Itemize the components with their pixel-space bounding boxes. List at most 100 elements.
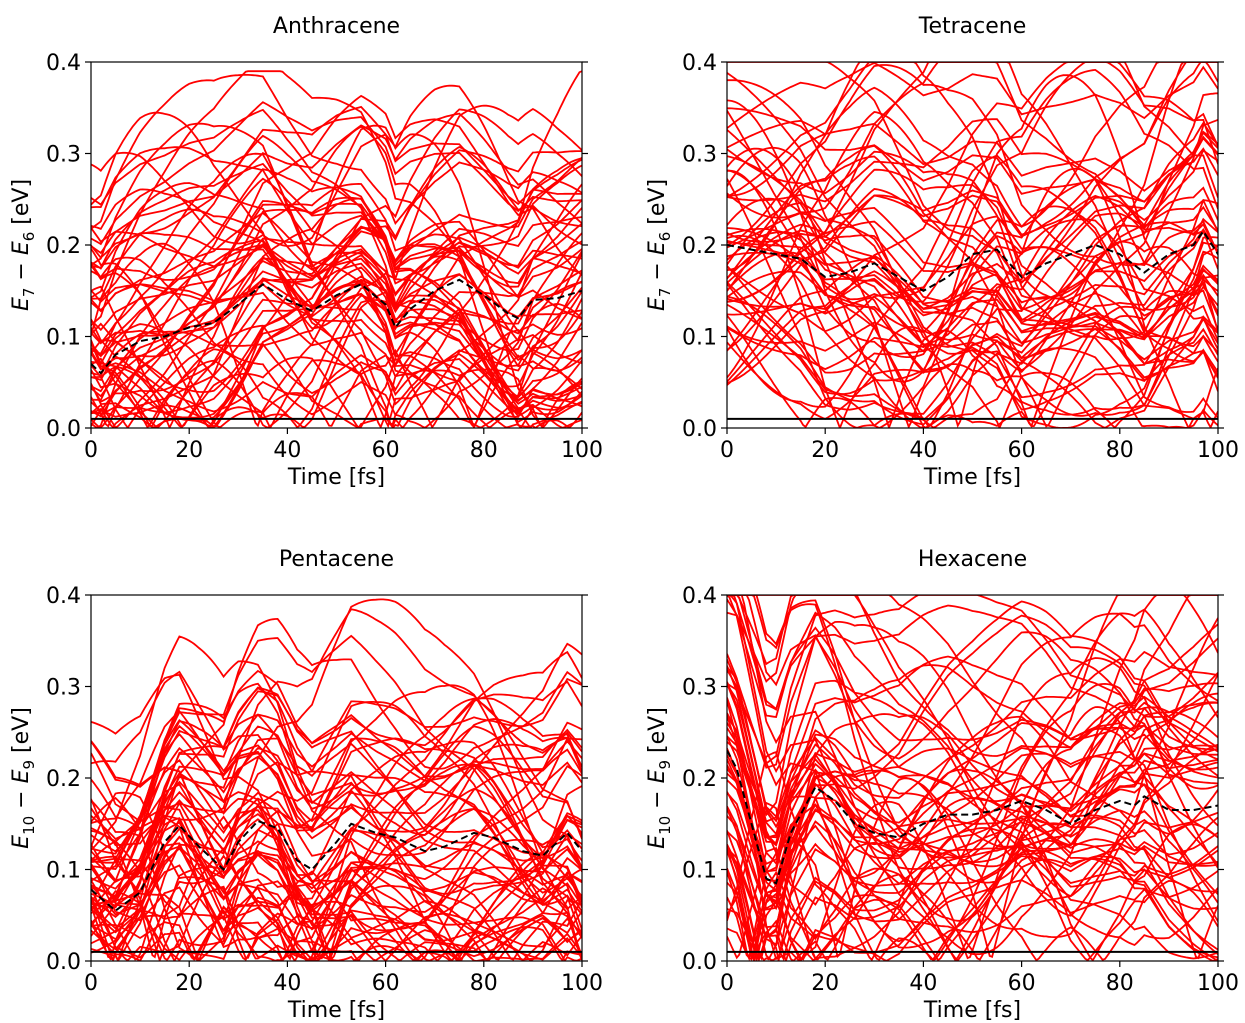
trajectory-line	[727, 750, 1218, 961]
trajectory-line	[727, 713, 1218, 961]
trajectory-line	[91, 598, 582, 961]
trajectory-line	[727, 130, 1218, 322]
x-tick-label: 40	[909, 971, 937, 996]
trajectory-line	[91, 763, 582, 961]
trajectory-line	[91, 188, 582, 367]
y-tick-label: 0.0	[46, 950, 81, 975]
trajectory-line	[727, 107, 1218, 203]
trajectory-line	[727, 595, 1218, 790]
trajectory-line	[727, 62, 1218, 303]
trajectory-line	[727, 830, 1218, 961]
trajectory-line	[91, 791, 582, 959]
trajectory-line	[727, 600, 1218, 847]
trajectory-line	[727, 178, 1218, 428]
trajectory-line	[91, 847, 582, 961]
y-tick-label: 0.2	[46, 234, 81, 259]
chart-title: Hexacene	[918, 547, 1027, 572]
x-tick-label: 40	[273, 971, 301, 996]
trajectory-line	[727, 64, 1218, 267]
trajectory-line	[727, 637, 1218, 850]
trajectory-line	[91, 183, 582, 428]
trajectory-line	[91, 798, 582, 961]
trajectory-line	[727, 167, 1218, 428]
y-tick-label: 0.3	[682, 143, 717, 168]
trajectory-line	[727, 218, 1218, 396]
trajectory-line	[727, 733, 1218, 888]
trajectory-line	[727, 650, 1218, 819]
x-tick-label: 0	[84, 971, 98, 996]
trajectory-line	[91, 157, 582, 269]
trajectory-line	[91, 200, 582, 428]
y-tick-label: 0.2	[46, 767, 81, 792]
trajectory-line	[91, 157, 582, 377]
trajectory-line	[727, 768, 1218, 961]
chart-title: Anthracene	[273, 14, 400, 39]
y-tick-label: 0.3	[46, 676, 81, 701]
x-tick-label: 80	[470, 438, 498, 463]
trajectory-line	[91, 70, 582, 406]
y-tick-label: 0.4	[46, 584, 81, 609]
trajectory-line	[91, 216, 582, 318]
x-tick-label: 80	[470, 971, 498, 996]
trajectory-line	[91, 801, 582, 931]
trajectory-line	[727, 595, 1218, 922]
trajectory-line	[727, 236, 1218, 428]
trajectory-line	[91, 677, 582, 902]
trajectory-line	[91, 253, 582, 428]
chart-title: Tetracene	[918, 14, 1027, 39]
trajectory-line	[727, 595, 1218, 859]
x-tick-label: 40	[273, 438, 301, 463]
trajectory-line	[727, 655, 1218, 839]
x-tick-label: 60	[372, 971, 400, 996]
trajectory-line	[727, 119, 1218, 192]
x-tick-label: 80	[1106, 971, 1134, 996]
trajectory-line	[91, 352, 582, 415]
trajectory-line	[91, 211, 582, 428]
trajectory-line	[91, 108, 582, 397]
x-tick-label: 80	[1106, 438, 1134, 463]
trajectory-line	[727, 669, 1218, 961]
plot-area	[91, 598, 582, 961]
trajectory-line	[91, 790, 582, 907]
chart-panel-4: 0 20 40 60 80 100 0.0 0.1 0.2 0.3 0.4 Hexacene Time …	[645, 547, 1239, 1023]
trajectory-line	[91, 829, 582, 961]
x-tick-label: 20	[811, 438, 839, 463]
x-tick-label: 100	[561, 971, 603, 996]
y-tick-label: 0.1	[682, 859, 717, 884]
trajectory-line	[727, 706, 1218, 956]
trajectory-line	[727, 664, 1218, 874]
trajectory-line	[91, 713, 582, 945]
chart-title: Pentacene	[279, 547, 394, 572]
trajectory-line	[91, 269, 582, 379]
trajectory-line	[727, 816, 1218, 961]
trajectory-line	[91, 256, 582, 417]
x-axis-label: Time [fs]	[287, 998, 385, 1023]
mean-line	[91, 278, 582, 375]
trajectory-line	[727, 595, 1218, 826]
x-tick-label: 0	[84, 438, 98, 463]
trajectory-line	[91, 294, 582, 428]
trajectory-line	[727, 270, 1218, 386]
trajectory-line	[91, 617, 582, 951]
trajectory-line	[91, 104, 582, 330]
y-tick-label: 0.1	[46, 859, 81, 884]
trajectory-line	[91, 182, 582, 288]
trajectory-line	[91, 634, 582, 868]
trajectory-line	[727, 144, 1218, 417]
trajectory-line	[727, 217, 1218, 324]
trajectory-line	[91, 265, 582, 428]
y-tick-label: 0.3	[682, 676, 717, 701]
trajectory-line	[727, 595, 1218, 870]
trajectory-line	[91, 84, 582, 276]
trajectory-line	[727, 295, 1218, 426]
y-tick-label: 0.0	[682, 417, 717, 442]
y-tick-label: 0.0	[682, 950, 717, 975]
x-tick-label: 100	[1197, 438, 1239, 463]
y-tick-label: 0.2	[682, 767, 717, 792]
trajectory-line	[727, 146, 1218, 428]
trajectory-line	[727, 747, 1218, 911]
mean-line	[727, 750, 1218, 885]
trajectory-line	[727, 265, 1218, 374]
trajectory-line	[727, 62, 1218, 300]
y-tick-label: 0.3	[46, 143, 81, 168]
